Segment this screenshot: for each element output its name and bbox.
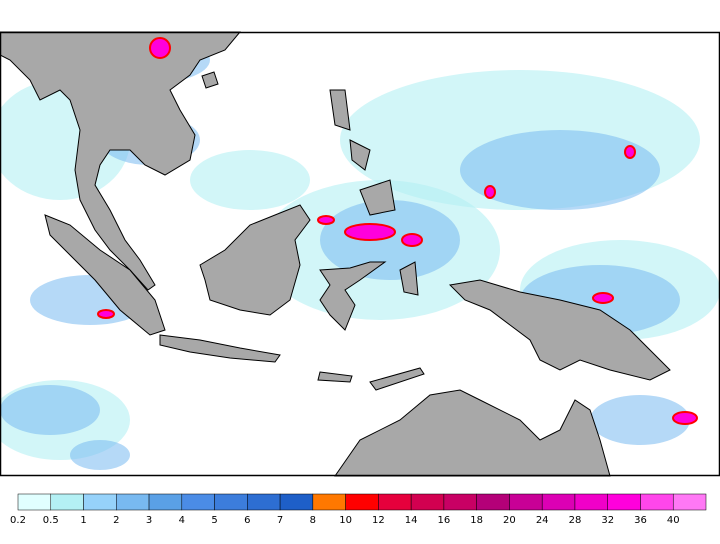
colorbar-swatch	[607, 493, 641, 511]
colorbar-label: 10	[339, 515, 352, 526]
colorbar-swatch	[574, 493, 608, 511]
land	[0, 31, 671, 477]
colorbar-swatch	[83, 493, 117, 511]
colorbar-label: 14	[405, 515, 418, 526]
colorbar-label: 6	[244, 515, 250, 526]
colorbar-swatch	[378, 493, 412, 511]
colorbar-label: 16	[438, 515, 451, 526]
colorbar-swatch	[50, 493, 84, 511]
colorbar-swatch	[672, 493, 707, 511]
colorbar-swatch	[181, 493, 215, 511]
colorbar-swatch	[541, 493, 576, 511]
colorbar-swatch	[312, 493, 346, 511]
colorbar-label: 20	[503, 515, 516, 526]
colorbar-label: 8	[310, 515, 316, 526]
colorbar-swatch	[509, 493, 543, 511]
rain-heavy	[97, 37, 698, 425]
colorbar-swatch	[247, 493, 281, 511]
colorbar-swatch	[279, 493, 314, 511]
colorbar-label: 12	[372, 515, 385, 526]
colorbar-swatch	[148, 493, 183, 511]
colorbar-label: 18	[470, 515, 483, 526]
colorbar-swatch	[17, 493, 52, 511]
colorbar-swatch	[476, 493, 510, 511]
colorbar-label: 2	[113, 515, 119, 526]
colorbar-label: 36	[634, 515, 647, 526]
colorbar-label: 5	[211, 515, 217, 526]
colorbar-swatch	[443, 493, 477, 511]
colorbar-label: 24	[536, 515, 549, 526]
colorbar-label: 1	[80, 515, 86, 526]
colorbar-label: 3	[146, 515, 152, 526]
colorbar-swatch	[214, 493, 248, 511]
map	[0, 31, 720, 477]
colorbar-swatch	[345, 493, 379, 511]
colorbar-swatch	[640, 493, 674, 511]
colorbar: 0.2 0.5 1 2 3 4 5 6 7 8 10 12 14 16 18 20 24 28 32 36 40	[10, 493, 707, 526]
colorbar-swatch	[116, 493, 150, 511]
colorbar-label: 7	[277, 515, 283, 526]
colorbar-label: 0.2	[10, 515, 26, 526]
colorbar-label: 32	[601, 515, 614, 526]
colorbar-label: 40	[667, 515, 680, 526]
colorbar-label: 28	[569, 515, 582, 526]
colorbar-label: 0.5	[43, 515, 59, 526]
colorbar-swatch	[410, 493, 445, 511]
colorbar-label: 4	[179, 515, 185, 526]
